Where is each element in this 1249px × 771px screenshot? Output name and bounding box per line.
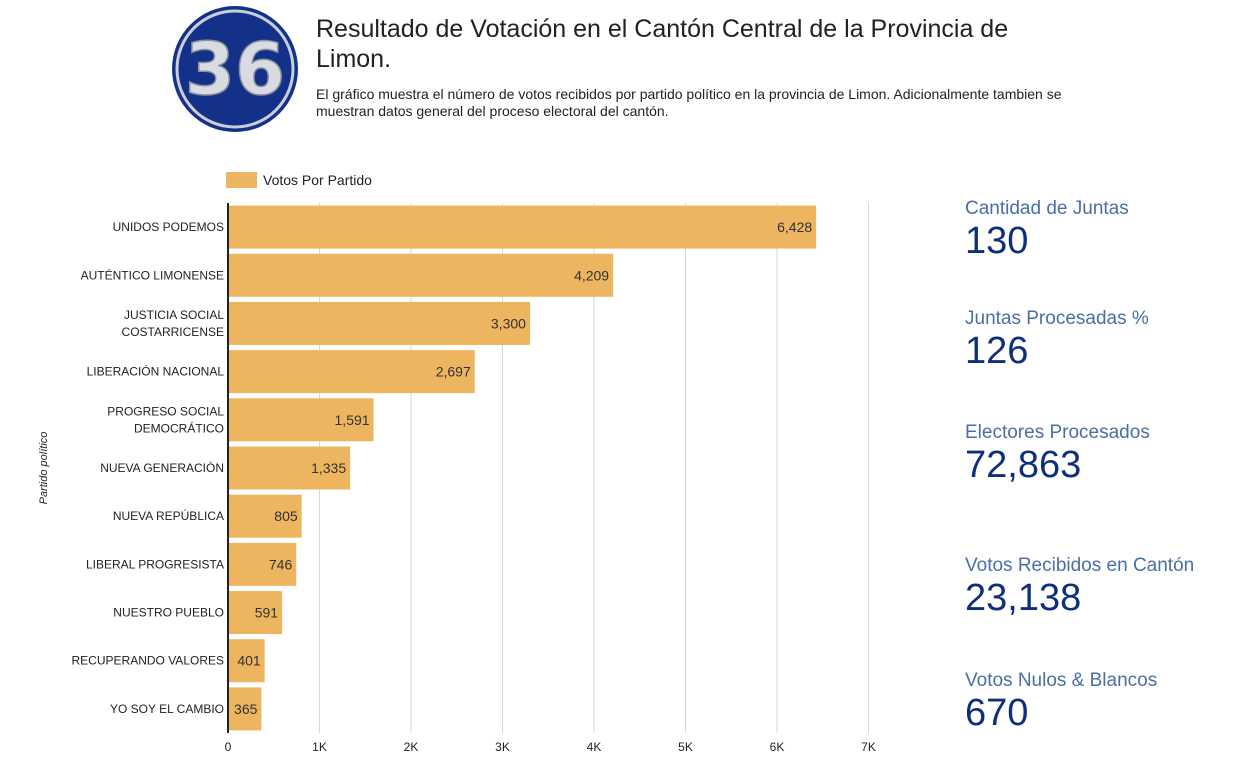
- kpi-label: Votos Nulos & Blancos: [965, 670, 1158, 691]
- category-label: JUSTICIA SOCIAL COSTARRICENSE: [122, 308, 225, 339]
- bar-value-label: 1,335: [311, 460, 346, 476]
- bar: [228, 542, 297, 586]
- bar-value-label: 805: [274, 508, 298, 524]
- chart-legend: Votos Por Partido: [226, 171, 372, 189]
- x-tick-label: 6K: [770, 740, 785, 754]
- bar: [228, 350, 475, 394]
- kpi-card: Votos Recibidos en Cantón 23,138: [965, 555, 1194, 619]
- x-tick-label: 2K: [404, 740, 419, 754]
- category-label: NUESTRO PUEBLO: [113, 606, 224, 620]
- category-label: RECUPERANDO VALORES: [72, 654, 224, 668]
- category-label: NUEVA REPÚBLICA: [113, 508, 224, 523]
- category-label: NUEVA GENERACIÓN: [100, 460, 224, 475]
- kpi-label: Cantidad de Juntas: [965, 198, 1129, 219]
- page-title: Resultado de Votación en el Cantón Centr…: [316, 15, 1009, 73]
- kpi-card: Electores Procesados 72,863: [965, 422, 1150, 486]
- bar-value-label: 365: [234, 701, 258, 717]
- legend-swatch: [226, 172, 257, 188]
- category-label: LIBERAL PROGRESISTA: [86, 557, 224, 571]
- bar-value-label: 4,209: [574, 267, 609, 283]
- legend-label: Votos Por Partido: [263, 172, 372, 188]
- bar: [228, 494, 302, 538]
- kpi-card: Juntas Procesadas % 126: [965, 308, 1149, 372]
- kpi-value: 23,138: [965, 577, 1082, 619]
- x-tick-label: 3K: [495, 740, 510, 754]
- kpi-value: 126: [965, 330, 1029, 372]
- bar: [228, 591, 283, 635]
- bar: [228, 253, 614, 297]
- page-subtitle: El gráfico muestra el número de votos re…: [316, 86, 1062, 119]
- kpi-card: Votos Nulos & Blancos 670: [965, 670, 1157, 734]
- x-tick-label: 0: [225, 740, 232, 754]
- category-label: PROGRESO SOCIAL DEMOCRÁTICO: [107, 404, 224, 435]
- kpi-value: 72,863: [965, 444, 1082, 486]
- bar-value-label: 591: [255, 605, 279, 621]
- bar-value-label: 2,697: [436, 364, 471, 380]
- logo-text: 36: [185, 27, 285, 111]
- bar: [228, 687, 262, 731]
- x-tick-label: 4K: [587, 740, 602, 754]
- bar: [228, 398, 374, 442]
- kpi-label: Votos Recibidos en Cantón: [965, 555, 1195, 576]
- category-label: AUTÉNTICO LIMONENSE: [81, 267, 224, 282]
- x-tick-label: 5K: [678, 740, 693, 754]
- bar: [228, 205, 817, 249]
- bar-value-label: 1,591: [335, 412, 370, 428]
- bar-value-label: 6,428: [777, 219, 812, 235]
- category-label: YO SOY EL CAMBIO: [110, 702, 224, 716]
- kpi-card: Cantidad de Juntas 130: [965, 198, 1129, 262]
- category-label: UNIDOS PODEMOS: [113, 220, 224, 234]
- x-tick-label: 7K: [861, 740, 876, 754]
- bar: [228, 446, 351, 490]
- kpi-label: Electores Procesados: [965, 422, 1150, 443]
- bar: [228, 639, 265, 683]
- kpi-value: 130: [965, 220, 1029, 262]
- bar-value-label: 401: [237, 653, 261, 669]
- x-tick-label: 1K: [312, 740, 327, 754]
- bar-value-label: 746: [269, 556, 293, 572]
- logo-ring: [175, 9, 295, 129]
- bar: [228, 301, 530, 345]
- logo-36: 36: [172, 6, 298, 132]
- bar-chart: 6,428 UNIDOS PODEMOS 4,209 AUTÉNTICO LIMONE…: [72, 203, 876, 754]
- category-label: LIBERACIÓN NACIONAL: [87, 364, 225, 379]
- kpi-label: Juntas Procesadas %: [965, 308, 1149, 329]
- logo-circle: [172, 6, 298, 132]
- kpi-value: 670: [965, 692, 1029, 734]
- bar-value-label: 3,300: [491, 315, 526, 331]
